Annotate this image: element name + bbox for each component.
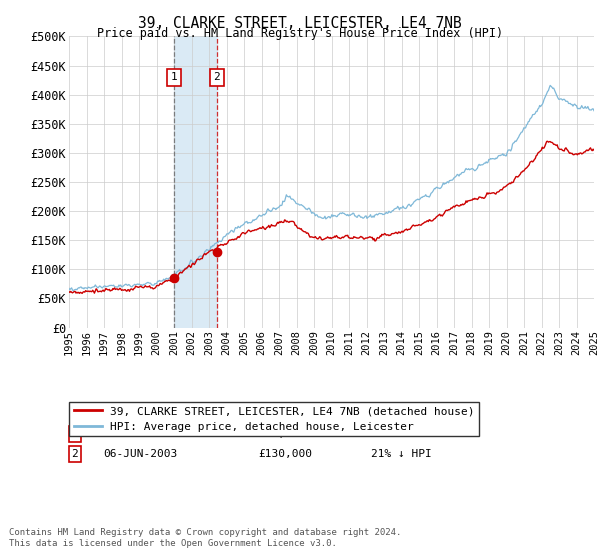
Text: £130,000: £130,000 xyxy=(258,449,312,459)
Text: 21% ↓ HPI: 21% ↓ HPI xyxy=(371,449,431,459)
Text: 39, CLARKE STREET, LEICESTER, LE4 7NB: 39, CLARKE STREET, LEICESTER, LE4 7NB xyxy=(138,16,462,31)
Text: 1: 1 xyxy=(71,429,79,439)
Bar xyxy=(174,36,217,328)
Text: 1: 1 xyxy=(170,72,178,82)
Text: 06-JUN-2003: 06-JUN-2003 xyxy=(103,449,178,459)
Legend: 39, CLARKE STREET, LEICESTER, LE4 7NB (detached house), HPI: Average price, deta: 39, CLARKE STREET, LEICESTER, LE4 7NB (d… xyxy=(70,402,479,436)
Text: 19-DEC-2000: 19-DEC-2000 xyxy=(103,429,178,439)
Text: Contains HM Land Registry data © Crown copyright and database right 2024.
This d: Contains HM Land Registry data © Crown c… xyxy=(9,528,401,548)
Text: £86,000: £86,000 xyxy=(258,429,305,439)
Text: Price paid vs. HM Land Registry's House Price Index (HPI): Price paid vs. HM Land Registry's House … xyxy=(97,27,503,40)
Text: 2: 2 xyxy=(71,449,79,459)
Text: 2: 2 xyxy=(214,72,220,82)
Text: 7% ↓ HPI: 7% ↓ HPI xyxy=(371,429,425,439)
